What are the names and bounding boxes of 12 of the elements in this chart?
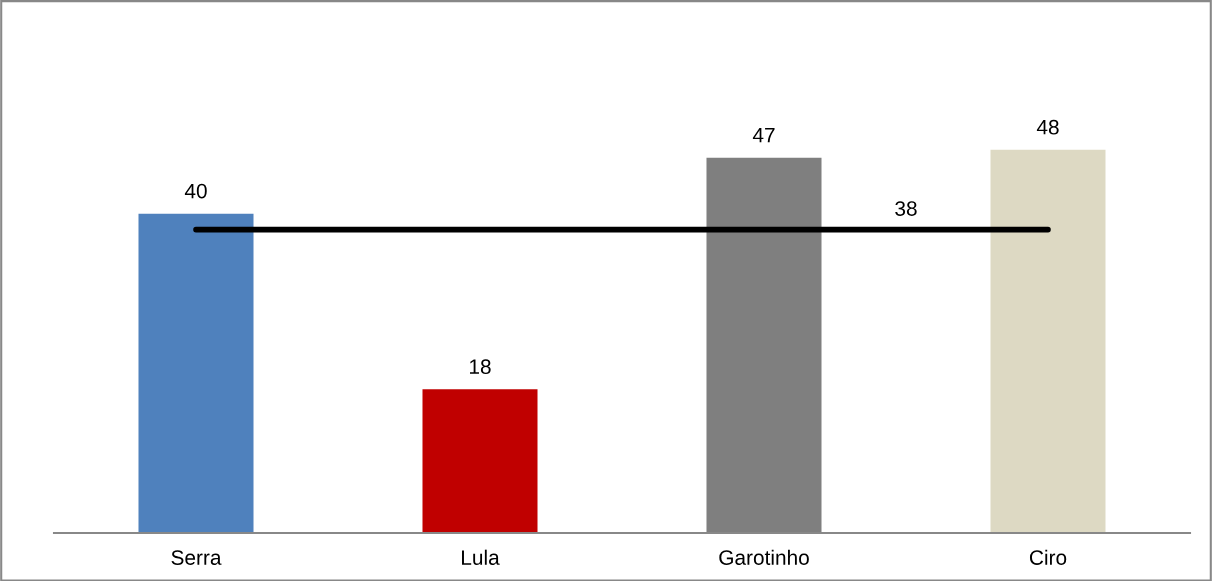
data-label: 47 <box>752 128 775 143</box>
data-label: 18 <box>470 359 491 375</box>
x-tick-label: Garotinho <box>719 549 809 565</box>
x-tick-label: Ciro <box>1029 549 1067 565</box>
data-label: 48 <box>1036 119 1059 135</box>
x-tick-label: Lula <box>462 549 500 565</box>
bar <box>138 213 254 533</box>
bar <box>990 149 1106 533</box>
x-tick-label: Serra <box>171 550 222 565</box>
data-label: 40 <box>184 183 207 199</box>
bar <box>422 389 538 533</box>
ref-line-label: 38 <box>895 201 917 216</box>
